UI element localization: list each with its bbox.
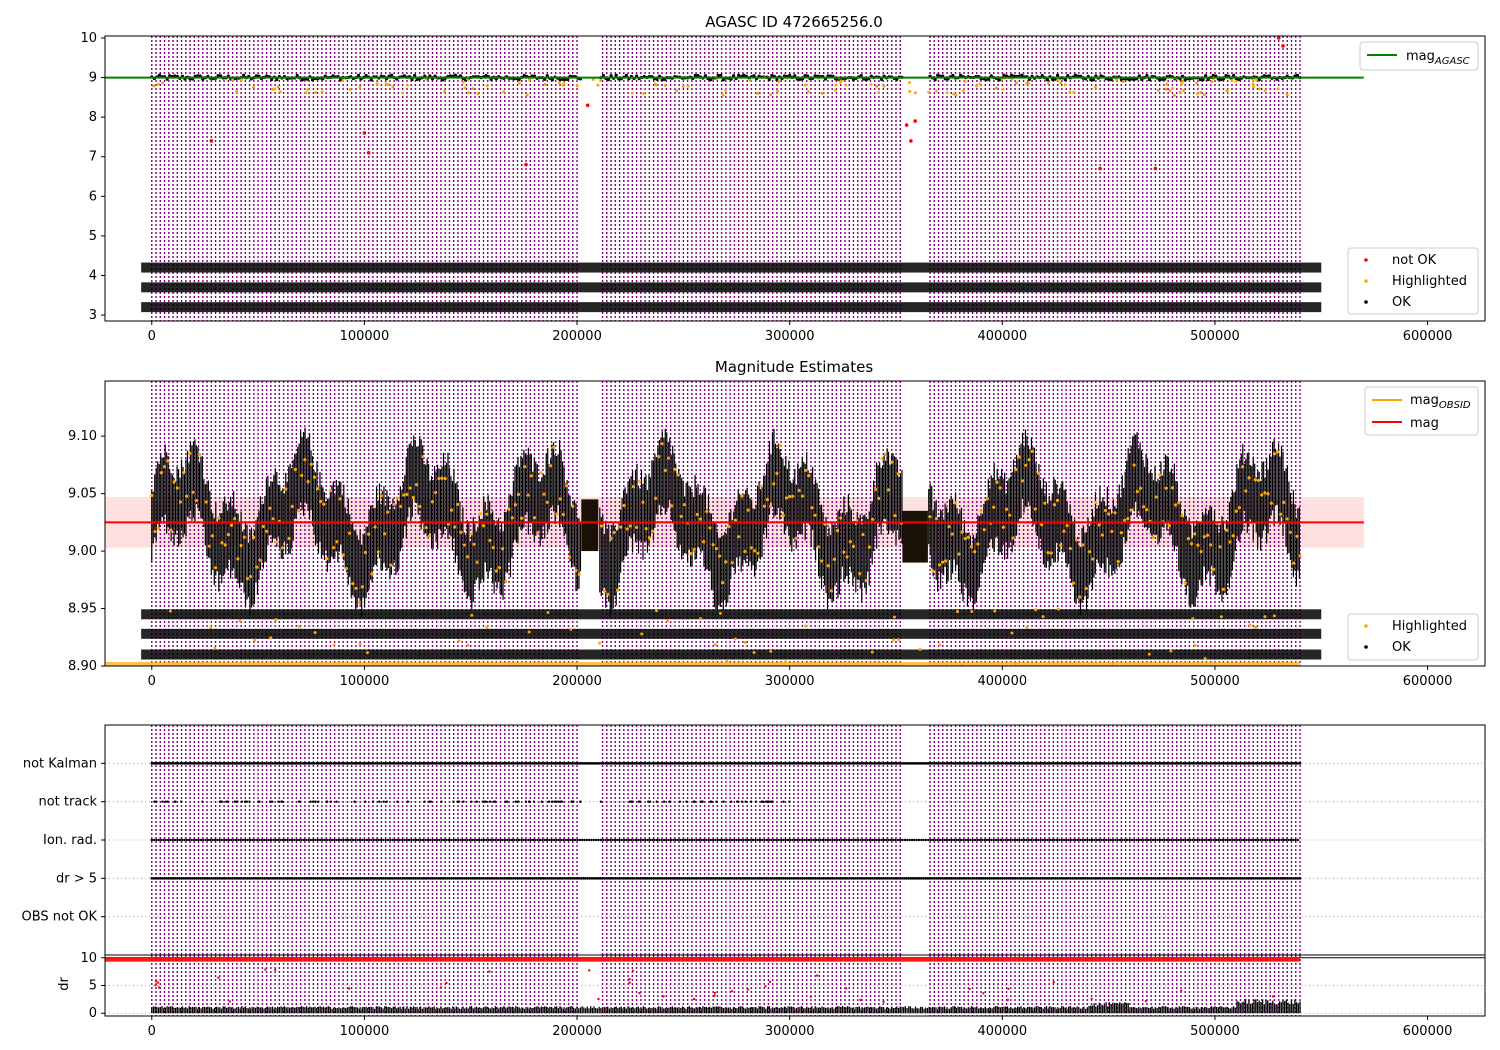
y-tick-label: 8 [89,110,97,125]
not-ok-points [209,36,1285,171]
y-tick-label: 10 [80,951,97,966]
legend2-ok-marker [1364,645,1368,649]
highlighted-points [105,442,1302,666]
x-tick-label: 400000 [977,329,1027,344]
x-tick-label: 100000 [340,329,390,344]
y-tick-label: 3 [89,308,97,323]
panel3-y-axis: OBS not OK dr > 5 Ion. rad. not track not Ka… [22,756,105,925]
legend2-ok-label: OK [1392,640,1411,655]
y-tick-label: 6 [89,189,97,204]
panel1-legend-bottom: not OK Highlighted OK [1347,247,1479,315]
legend-highlighted-marker [1364,279,1368,283]
panel2-legend-top: magOBSID mag [1364,386,1479,436]
x-tick-label: 500000 [1190,674,1240,689]
x-tick-label: 200000 [552,329,602,344]
x-tick-label: 200000 [552,1024,602,1039]
x-tick-label: 600000 [1403,1024,1453,1039]
panel2-x-axis: 0 100000 200000 300000 400000 500000 600000 [148,666,1453,689]
panel-flags: OBS not OK dr > 5 Ion. rad. not track not Ka… [22,724,1486,956]
panel-dr: 0 5 10 0 100000 200000 300000 400000 500000 6000… [57,951,1486,1039]
obsid-label-rows [141,609,1322,660]
legend-notok-marker [1364,258,1368,262]
y-tick-label: 9.05 [68,487,97,502]
legend-ok-label: OK [1392,295,1411,310]
y-tick-label: OBS not OK [22,910,98,925]
legend-ok-marker [1364,300,1368,304]
x-tick-label: 0 [148,674,156,689]
y-tick-label: 9 [89,71,97,86]
y-tick-label: 9.00 [68,544,97,559]
legend-mag-label: mag [1410,416,1439,431]
panel2-frame [104,380,1486,667]
legend2-highlighted-label: Highlighted [1392,619,1467,634]
panel1-plot-area [105,36,1364,321]
x-tick-label: 300000 [765,329,815,344]
x-tick-label: 500000 [1190,329,1240,344]
legend-obsid-label: magOBSID [1410,393,1471,411]
flag-points [150,762,1302,880]
panel-magnitude-estimates: Magnitude Estimates 8.90 8.95 9.00 9.05 9.10… [68,358,1486,689]
panel1-legend-top: magAGASC [1359,41,1479,71]
panel1-x-axis: 0 100000 200000 300000 400000 500000 600000 [148,321,1453,344]
panel2-y-axis: 8.90 8.95 9.00 9.05 9.10 [68,429,105,674]
dr-not-ok [105,957,1301,1003]
y-tick-label: 7 [89,150,97,165]
panel3-plot-area [105,725,1485,955]
y-tick-label: not track [38,795,97,810]
panel1-y-axis: 3 4 5 6 7 8 9 10 [80,31,105,323]
x-tick-label: 200000 [552,674,602,689]
y-tick-label: not Kalman [23,756,97,771]
panel4-ylabel: dr [57,977,72,991]
x-tick-label: 100000 [340,1024,390,1039]
y-tick-label: 9.10 [68,429,97,444]
y-tick-label: 8.90 [68,659,97,674]
y-tick-label: 0 [89,1006,97,1021]
panel1-title: AGASC ID 472665256.0 [705,13,883,31]
panel4-y-axis: 0 5 10 [80,951,105,1021]
panel2-title: Magnitude Estimates [715,358,873,376]
obsid-lines [151,36,1301,321]
ok-points [151,427,1300,618]
panel4-x-axis: 0 100000 200000 300000 400000 500000 600000 [148,1016,1453,1039]
y-tick-label: 8.95 [68,602,97,617]
panel2-legend-bottom: Highlighted OK [1347,613,1479,661]
dr-ok [151,999,1301,1014]
y-tick-label: 5 [89,979,97,994]
y-tick-label: 5 [89,229,97,244]
legend-notok-label: not OK [1392,253,1437,268]
panel1-frame [104,35,1486,322]
legend-agasc-label: magAGASC [1406,49,1470,67]
x-tick-label: 0 [148,329,156,344]
panel2-plot-area [105,381,1364,666]
x-tick-label: 100000 [340,674,390,689]
panel4-plot-area [105,955,1485,1016]
y-tick-label: 10 [80,31,97,46]
x-tick-label: 400000 [977,674,1027,689]
y-tick-label: Ion. rad. [43,833,97,848]
x-tick-label: 600000 [1403,674,1453,689]
panel-agasc: AGASC ID 472665256.0 3 4 5 6 7 8 9 10 0 100000 20… [80,13,1486,344]
x-tick-label: 500000 [1190,1024,1240,1039]
x-tick-label: 400000 [977,1024,1027,1039]
x-tick-label: 600000 [1403,329,1453,344]
y-tick-label: dr > 5 [56,871,97,886]
x-tick-label: 300000 [765,1024,815,1039]
legend2-highlighted-marker [1364,624,1368,628]
highlighted-points [152,76,1289,97]
y-tick-label: 4 [89,268,97,283]
legend-highlighted-label: Highlighted [1392,274,1467,289]
x-tick-label: 300000 [765,674,815,689]
x-tick-label: 0 [148,1024,156,1039]
obsid-label-rows [141,262,1322,313]
